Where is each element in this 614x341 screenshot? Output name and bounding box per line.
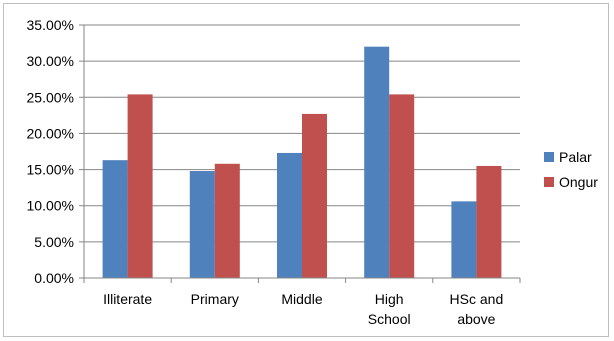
bar-palar: [277, 152, 302, 278]
x-tick-label: High School: [368, 291, 411, 327]
bar-palar: [451, 201, 477, 278]
bar-ongur: [214, 163, 240, 278]
x-tick-label-line: above: [457, 311, 495, 327]
bar-ongur: [389, 94, 415, 278]
x-tick-label-line: Illiterate: [103, 291, 152, 307]
y-tick-label: 0.00%: [34, 270, 74, 286]
x-tick-label: Middle: [281, 291, 322, 307]
bars: [102, 46, 502, 278]
x-tick-label-line: Primary: [191, 291, 239, 307]
x-tick-label-line: High: [375, 291, 404, 307]
bar-ongur: [127, 94, 153, 278]
gridlines: [84, 24, 520, 243]
legend-label-palar: Palar: [559, 149, 592, 165]
legend: Palar Ongur: [544, 149, 598, 190]
y-axis-ticks: 0.00% 5.00% 10.00% 15.00% 20.00% 25.00% 30.00%…: [27, 17, 84, 286]
bar-ongur: [302, 113, 327, 278]
axes: [83, 25, 521, 283]
legend-swatch-palar: [544, 152, 554, 162]
bar-palar: [189, 171, 215, 278]
x-tick-label-line: Middle: [281, 291, 322, 307]
y-tick-label: 10.00%: [27, 198, 74, 214]
bar-palar: [364, 46, 390, 278]
x-tick-label: HSc and above: [450, 291, 504, 327]
bar-palar: [102, 160, 128, 278]
x-tick-label: Primary: [191, 291, 239, 307]
x-tick-label-line: HSc and: [450, 291, 504, 307]
legend-label-ongur: Ongur: [559, 174, 598, 190]
legend-swatch-ongur: [544, 177, 554, 187]
y-tick-label: 35.00%: [27, 17, 74, 33]
x-axis-labels: Illiterate Primary Middle High School HSc and…: [103, 291, 503, 327]
bar-ongur: [476, 165, 502, 278]
y-tick-label: 25.00%: [27, 89, 74, 105]
y-tick-label: 15.00%: [27, 162, 74, 178]
y-tick-label: 20.00%: [27, 125, 74, 141]
y-tick-label: 5.00%: [34, 234, 74, 250]
y-tick-label: 30.00%: [27, 53, 74, 69]
x-tick-label: Illiterate: [103, 291, 152, 307]
x-tick-label-line: School: [368, 311, 411, 327]
